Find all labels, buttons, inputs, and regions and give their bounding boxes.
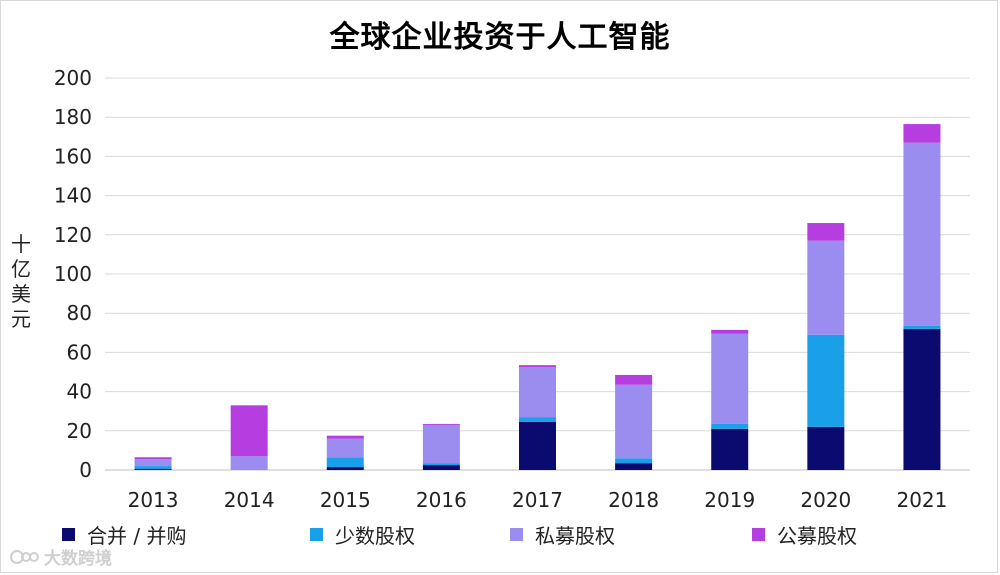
bar-segment bbox=[807, 223, 845, 241]
y-tick-label: 0 bbox=[79, 458, 92, 482]
bar-segment bbox=[903, 142, 941, 326]
x-tick-label: 2016 bbox=[416, 488, 467, 512]
bar-segment bbox=[134, 457, 172, 460]
legend-item: 合并 / 并购 bbox=[62, 520, 186, 549]
bar-segment bbox=[230, 456, 268, 470]
bar-segment bbox=[903, 325, 941, 329]
bar-segment bbox=[519, 421, 556, 470]
bar-segment bbox=[326, 438, 364, 458]
bar-segment bbox=[711, 428, 749, 470]
bar-segment bbox=[134, 466, 172, 470]
bar-segment bbox=[326, 457, 364, 468]
legend-label: 公募股权 bbox=[777, 524, 857, 548]
legend-item: 私募股权 bbox=[510, 520, 615, 549]
watermark: 大数跨境 bbox=[10, 544, 112, 569]
x-tick-label: 2015 bbox=[320, 488, 371, 512]
bar-segment bbox=[422, 465, 460, 470]
bar-segment bbox=[807, 240, 845, 335]
bar-segment bbox=[326, 435, 364, 439]
bar-segment bbox=[422, 424, 460, 464]
x-tick-label: 2014 bbox=[224, 488, 275, 512]
legend-item: 少数股权 bbox=[310, 520, 415, 549]
y-tick-label: 40 bbox=[67, 380, 92, 404]
y-tick-label: 20 bbox=[67, 419, 92, 443]
legend-swatch bbox=[310, 528, 323, 541]
legend: 合并 / 并购 少数股权 私募股权 公募股权 bbox=[0, 520, 1000, 550]
bar-segment bbox=[711, 329, 749, 334]
y-axis-label-char: 十 bbox=[11, 232, 31, 256]
bar-segment bbox=[422, 463, 460, 466]
y-axis-label-char: 亿 bbox=[11, 257, 31, 281]
bar-segment bbox=[807, 426, 845, 470]
bar-segment bbox=[519, 365, 556, 368]
bar-segment bbox=[903, 124, 941, 143]
legend-item: 公募股权 bbox=[752, 520, 857, 549]
bar-segment bbox=[615, 374, 653, 385]
x-tick-label: 2018 bbox=[608, 488, 659, 512]
x-tick-label: 2013 bbox=[128, 488, 179, 512]
y-axis-label-char: 元 bbox=[11, 307, 31, 331]
y-tick-label: 200 bbox=[54, 66, 92, 90]
y-axis-label: 十亿美元 bbox=[8, 232, 34, 332]
bar-segment bbox=[326, 467, 364, 470]
bar-segment bbox=[711, 333, 749, 424]
bar-segment bbox=[134, 459, 172, 467]
bar-segment bbox=[519, 417, 556, 422]
x-tick-label: 2020 bbox=[800, 488, 851, 512]
logo-icon bbox=[10, 549, 39, 564]
y-tick-label: 160 bbox=[54, 144, 92, 168]
y-tick-label: 120 bbox=[54, 223, 92, 247]
y-tick-label: 80 bbox=[67, 301, 92, 325]
y-axis-label-char: 美 bbox=[11, 282, 31, 306]
bar-segment bbox=[807, 334, 845, 427]
bar-segment bbox=[615, 458, 653, 464]
legend-swatch bbox=[62, 528, 75, 541]
legend-swatch bbox=[752, 528, 765, 541]
bar-segment bbox=[422, 423, 460, 425]
bar-segment bbox=[230, 405, 268, 457]
y-tick-label: 60 bbox=[67, 340, 92, 364]
bar-segment bbox=[615, 463, 653, 470]
bar-segment bbox=[903, 328, 941, 470]
bar-segment bbox=[519, 367, 556, 418]
watermark-text: 大数跨境 bbox=[44, 549, 112, 569]
y-tick-label: 140 bbox=[54, 184, 92, 208]
x-tick-label: 2017 bbox=[512, 488, 563, 512]
legend-label: 私募股权 bbox=[535, 524, 615, 548]
legend-swatch bbox=[510, 528, 523, 541]
legend-label: 合并 / 并购 bbox=[87, 524, 187, 548]
y-tick-label: 180 bbox=[54, 105, 92, 129]
x-tick-label: 2019 bbox=[704, 488, 755, 512]
y-tick-label: 100 bbox=[54, 262, 92, 286]
bar-segment bbox=[134, 469, 172, 470]
x-tick-label: 2021 bbox=[896, 488, 947, 512]
legend-label: 少数股权 bbox=[335, 524, 415, 548]
bar-segment bbox=[615, 384, 653, 459]
bar-segment bbox=[711, 423, 749, 429]
chart-title: 全球企业投资于人工智能 bbox=[329, 20, 671, 55]
